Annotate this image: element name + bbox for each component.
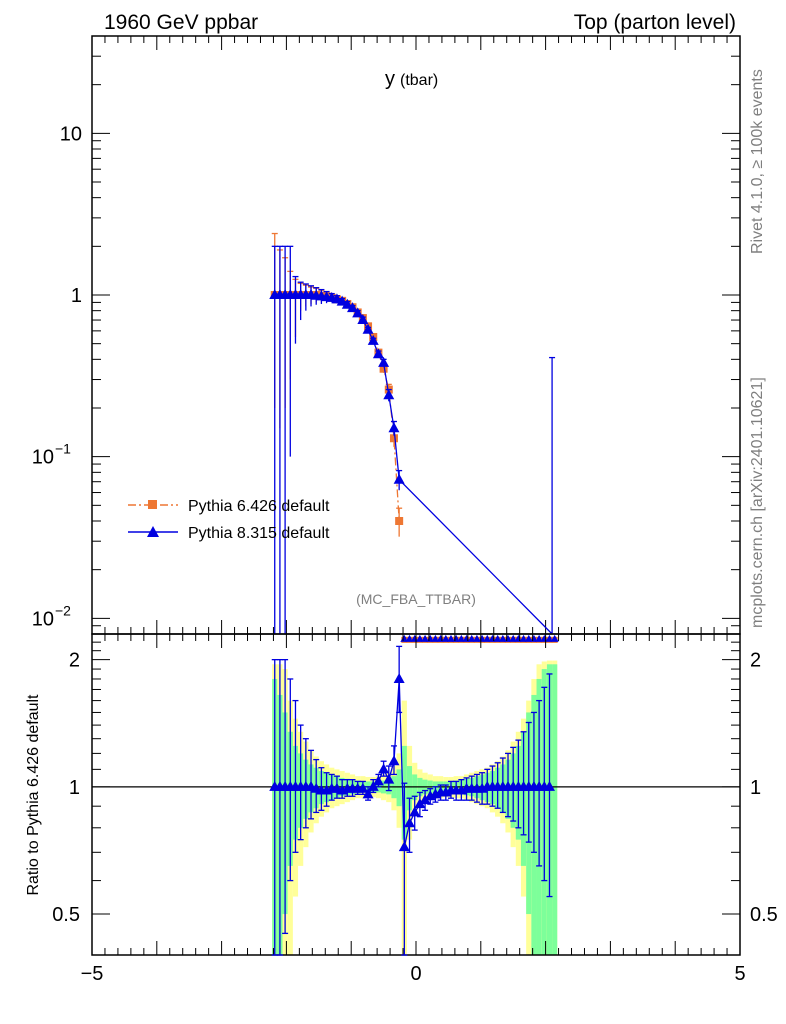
ratio-y-tick-label: 0.5	[52, 904, 80, 926]
ratio-panel: −5 0 5 0.5 0.5 1 1 2 2	[52, 633, 778, 985]
ratio-y-tick-label-right: 1	[750, 777, 761, 799]
main-y-tick-label: 10	[32, 447, 54, 469]
ratio-y-tick-label-right: 0.5	[750, 904, 778, 926]
ratio-y-tick-label-right: 2	[750, 650, 761, 672]
floor-point-triangle	[446, 634, 455, 642]
floor-point-triangle	[524, 634, 533, 642]
data-point-triangle	[352, 307, 364, 318]
floor-point-triangle	[421, 634, 430, 642]
floor-point-triangle	[426, 634, 435, 642]
floor-point-triangle	[457, 634, 466, 642]
ratio-data-point	[393, 672, 405, 683]
floor-point-triangle	[452, 634, 461, 642]
ratio-data-point	[543, 780, 555, 791]
ratio-ylabel: Ratio to Pythia 6.426 default	[25, 694, 42, 896]
data-point-triangle	[362, 323, 374, 334]
ratio-data-point	[367, 780, 379, 791]
ratio-data-point	[378, 763, 390, 774]
ratio-data-point	[398, 841, 410, 852]
floor-point-triangle	[400, 634, 409, 642]
header-right: Top (parton level)	[574, 11, 736, 34]
floor-point-triangle	[540, 634, 549, 642]
floor-point-triangle	[504, 634, 513, 642]
floor-point-triangle	[550, 634, 559, 642]
data-point-square	[379, 364, 388, 373]
ratio-data-point	[357, 782, 369, 793]
main-y-tick-label: 10	[60, 123, 82, 145]
series-line-triangle	[274, 294, 553, 635]
data-point-triangle	[378, 356, 390, 367]
legend-marker-pythia8	[147, 526, 159, 537]
floor-point-triangle	[462, 634, 471, 642]
mcplots-site-label: mcplots.cern.ch [arXiv:2401.10621]	[749, 377, 766, 628]
data-point-triangle	[336, 295, 348, 306]
floor-point-triangle	[441, 634, 450, 642]
floor-point-triangle	[509, 634, 518, 642]
floor-point-triangle	[519, 634, 528, 642]
floor-point-triangle	[545, 634, 554, 642]
plot-title-main: y	[385, 68, 395, 90]
floor-point-triangle	[483, 634, 492, 642]
main-y-tick-label: 1	[71, 285, 82, 307]
ratio-data-point	[409, 806, 421, 817]
main-y-tick-exponent: −2	[55, 602, 71, 618]
legend-marker-pythia6	[148, 500, 157, 509]
legend-label-pythia8: Pythia 8.315 default	[188, 525, 330, 542]
x-tick-label: 0	[410, 963, 421, 985]
series-line-square	[274, 294, 400, 522]
legend-label-pythia6: Pythia 6.426 default	[188, 498, 330, 515]
floor-point-triangle	[472, 634, 481, 642]
ratio-data-point	[419, 794, 431, 805]
band-inner-bin	[406, 766, 413, 811]
main-y-tick-exponent: −1	[55, 441, 71, 457]
ratio-data-point	[372, 775, 384, 786]
ratio-data-point	[404, 817, 416, 828]
rivet-version-label: Rivet 4.1.0, ≥ 100k events	[749, 69, 766, 254]
x-tick-label: −5	[81, 963, 104, 985]
data-point-triangle	[383, 389, 395, 400]
floor-point-triangle	[493, 634, 502, 642]
floor-point-triangle	[410, 634, 419, 642]
data-point-square	[395, 516, 404, 525]
floor-point-triangle	[431, 634, 440, 642]
band-inner-bin	[396, 769, 402, 807]
data-point-triangle	[372, 348, 384, 359]
floor-point-triangle	[535, 634, 544, 642]
analysis-annotation: (MC_FBA_TTBAR)	[356, 591, 476, 607]
data-point-triangle	[393, 473, 405, 484]
floor-point-triangle	[498, 634, 507, 642]
main-y-tick-label: 10	[32, 608, 54, 630]
legend: Pythia 6.426 default Pythia 8.315 defaul…	[128, 498, 330, 542]
data-point-triangle	[346, 302, 358, 313]
header-left: 1960 GeV ppbar	[104, 11, 258, 34]
band-inner-bin	[552, 664, 558, 955]
data-point-triangle	[341, 298, 353, 309]
ratio-y-tick-label: 1	[69, 777, 80, 799]
floor-point-triangle	[514, 634, 523, 642]
floor-point-triangle	[415, 634, 424, 642]
floor-point-triangle	[478, 634, 487, 642]
data-point-triangle	[367, 334, 379, 345]
floor-point-triangle	[405, 634, 414, 642]
plot-title-sub: (tbar)	[400, 72, 438, 89]
floor-point-triangle	[436, 634, 445, 642]
main-frame	[91, 35, 741, 635]
data-point-square	[389, 434, 398, 443]
x-tick-label: 5	[734, 963, 745, 985]
ratio-data-point	[362, 788, 374, 799]
ratio-data-point	[414, 798, 426, 809]
ratio-data-point	[388, 755, 400, 766]
data-point-triangle	[357, 314, 369, 325]
ratio-y-tick-label: 2	[69, 650, 80, 672]
data-point-triangle	[388, 422, 400, 433]
floor-point-triangle	[529, 634, 538, 642]
ratio-data-point	[383, 773, 395, 784]
floor-point-triangle	[488, 634, 497, 642]
floor-point-triangle	[467, 634, 476, 642]
